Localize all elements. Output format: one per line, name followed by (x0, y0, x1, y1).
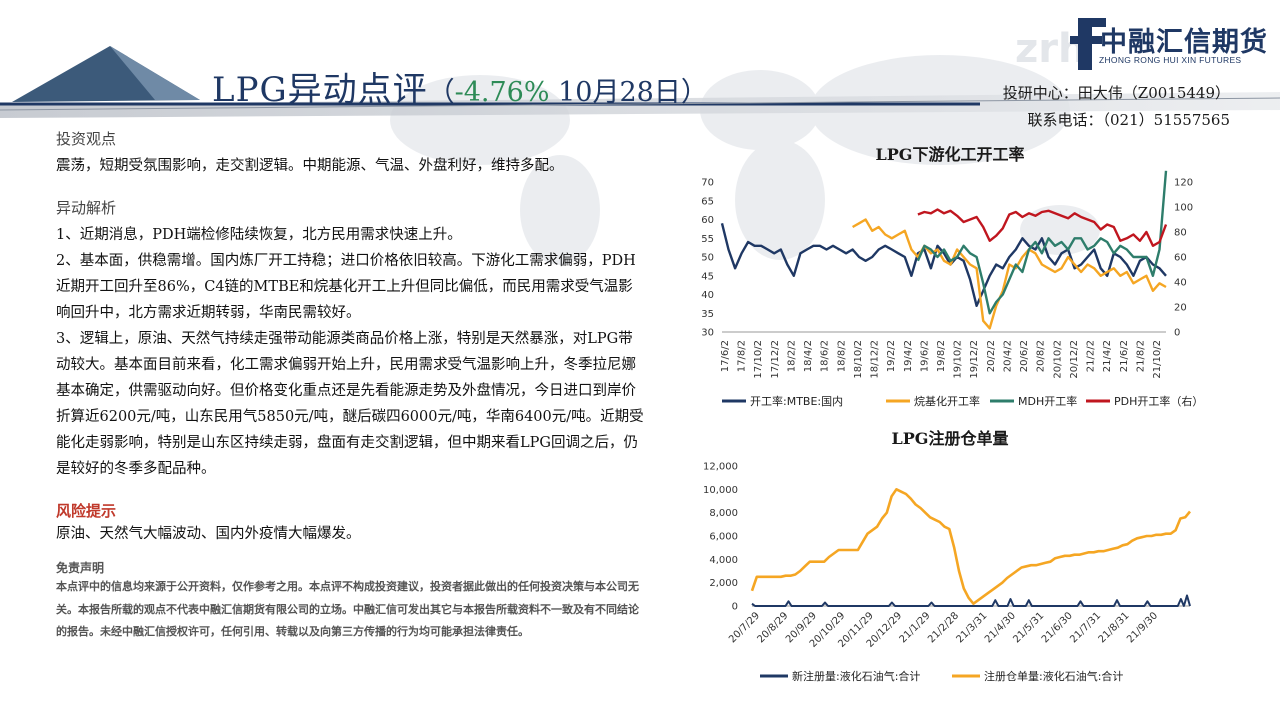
y-left-tick-label: 70 (701, 178, 714, 189)
company-logo: zrh (1015, 18, 1106, 72)
x-tick-label: 17/6/2 (720, 340, 731, 372)
y-tick-label: 0 (732, 602, 738, 613)
y-left-tick-label: 65 (701, 196, 714, 207)
x-tick-label: 21/2/2 (1086, 340, 1097, 372)
risk-heading: 风险提示 (56, 502, 117, 520)
y-left-tick-label: 40 (701, 290, 714, 301)
x-tick-label: 17/10/2 (753, 340, 764, 379)
x-tick-label: 21/9/30 (1125, 610, 1160, 645)
legend-label: PDH开工率（右） (1114, 394, 1203, 408)
world-map-background (390, 55, 1100, 265)
page-title: LPG异动点评（-4.76% 10月28日） (212, 62, 708, 111)
x-tick-label: 20/10/2 (1052, 340, 1063, 379)
title-open-paren: （ (427, 77, 455, 108)
logo-english: ZHONG RONG HUI XIN FUTURES (1099, 55, 1242, 65)
y-right-tick-label: 60 (1174, 253, 1187, 264)
x-tick-label: 20/8/2 (1036, 340, 1047, 372)
x-tick-label: 19/8/2 (936, 340, 947, 372)
y-right-tick-label: 80 (1174, 228, 1187, 239)
contact-analyst: 投研中心：田大伟（Z0015449） (1002, 84, 1230, 102)
y-left-tick-label: 30 (701, 328, 714, 339)
chart-downstream-operating-rate: LPG下游化工开工率 70 65 60 55 50 45 40 35 30 120 100 80 60 40… (701, 145, 1203, 408)
x-tick-label: 18/10/2 (853, 340, 864, 379)
legend-label: MDH开工率 (1018, 394, 1077, 408)
y-right-tick-label: 20 (1174, 303, 1187, 314)
x-tick-label: 18/12/2 (870, 340, 881, 379)
logo-name: 中融汇信期货 (1100, 27, 1268, 58)
contact-phone: 联系电话：（021）51557565 (1027, 111, 1230, 129)
x-tick-label: 20/6/2 (1019, 340, 1030, 372)
series-line (750, 488, 1192, 605)
contact-info: 投研中心：田大伟（Z0015449） 联系电话：（021）51557565 (1003, 80, 1230, 134)
chart-registered-warrants: LPG注册仓单量 12,000 10,000 8,000 6,000 4,000 2,000… (703, 429, 1192, 683)
x-tick-label: 18/4/2 (803, 340, 814, 372)
header-banner (0, 46, 1280, 118)
x-tick-label: 18/6/2 (820, 340, 831, 372)
analysis-heading: 异动解析 (56, 199, 117, 217)
x-tick-label: 19/2/2 (886, 340, 897, 372)
y-right-tick-label: 120 (1174, 178, 1193, 189)
commentary-panel: 投资观点 震荡，短期受氛围影响，走交割逻辑。中期能源、气温、外盘利好，维持多配。… (56, 128, 646, 644)
view-heading: 投资观点 (56, 130, 117, 148)
x-tick-label: 19/4/2 (903, 340, 914, 372)
x-tick-label: 21/4/2 (1102, 340, 1113, 372)
y-right-tick-label: 40 (1174, 278, 1187, 289)
disclaimer-heading: 免责声明 (56, 561, 105, 575)
y-tick-label: 2,000 (709, 578, 738, 589)
series-line (916, 170, 1168, 315)
y-tick-label: 12,000 (703, 462, 738, 473)
x-tick-label: 19/12/2 (969, 340, 980, 379)
legend-label: 注册仓单量:液化石油气:合计 (984, 669, 1123, 683)
y-left-tick-label: 50 (701, 253, 714, 264)
y-tick-label: 6,000 (709, 532, 738, 543)
change-percent: -4.76% (454, 77, 550, 108)
x-tick-label: 20/12/2 (1069, 340, 1080, 379)
legend-label: 新注册量:液化石油气:合计 (792, 669, 920, 683)
x-tick-label: 21/6/2 (1119, 340, 1130, 372)
y-tick-label: 4,000 (709, 555, 738, 566)
analysis-point-2: 2、基本面，供稳需增。国内炼厂开工持稳；进口价格依旧较高。下游化工需求偏弱，PD… (56, 253, 636, 321)
disclaimer-text: 本点评中的信息均来源于公开资料，仅作参考之用。本点评不构成投资建议，投资者据此做… (56, 580, 639, 638)
title-text: LPG异动点评 (212, 70, 428, 110)
x-tick-label: 19/6/2 (919, 340, 930, 372)
x-tick-label: 20/4/2 (1002, 340, 1013, 372)
series-line (751, 594, 1191, 607)
chart-title: LPG下游化工开工率 (876, 145, 1025, 164)
chart-title: LPG注册仓单量 (892, 429, 1009, 448)
x-tick-label: 18/8/2 (836, 340, 847, 372)
series-line (852, 218, 1167, 330)
x-tick-label: 21/8/2 (1135, 340, 1146, 372)
y-left-tick-label: 60 (701, 215, 714, 226)
title-date: 10月28日） (549, 77, 708, 108)
y-right-tick-label: 0 (1174, 328, 1180, 339)
series-line (917, 208, 1168, 247)
y-left-tick-label: 55 (701, 234, 714, 245)
y-tick-label: 10,000 (703, 485, 738, 496)
x-tick-label: 19/10/2 (953, 340, 964, 379)
x-tick-label: 17/8/2 (737, 340, 748, 372)
analysis-point-1: 1、近期消息，PDH端检修陆续恢复，北方民用需求快速上升。 (56, 227, 462, 243)
y-left-tick-label: 35 (701, 309, 714, 320)
series-line (720, 223, 1167, 307)
legend-label: 开工率:MTBE:国内 (750, 394, 843, 408)
x-tick-label: 21/10/2 (1152, 340, 1163, 379)
x-tick-label: 20/2/2 (986, 340, 997, 372)
legend-label: 烷基化开工率 (914, 394, 980, 408)
analysis-point-3: 3、逻辑上，原油、天然气持续走强带动能源类商品价格上涨，特别是天然暴涨，对LPG… (56, 331, 644, 477)
x-tick-label: 18/2/2 (786, 340, 797, 372)
y-left-tick-label: 45 (701, 271, 714, 282)
x-tick-label: 17/12/2 (770, 340, 781, 379)
view-text: 震荡，短期受氛围影响，走交割逻辑。中期能源、气温、外盘利好，维持多配。 (56, 158, 564, 174)
y-right-tick-label: 100 (1174, 203, 1193, 214)
logo-zrh-watermark: zrh (1015, 26, 1086, 72)
y-tick-label: 8,000 (709, 508, 738, 519)
risk-text: 原油、天然气大幅波动、国内外疫情大幅爆发。 (56, 526, 361, 542)
